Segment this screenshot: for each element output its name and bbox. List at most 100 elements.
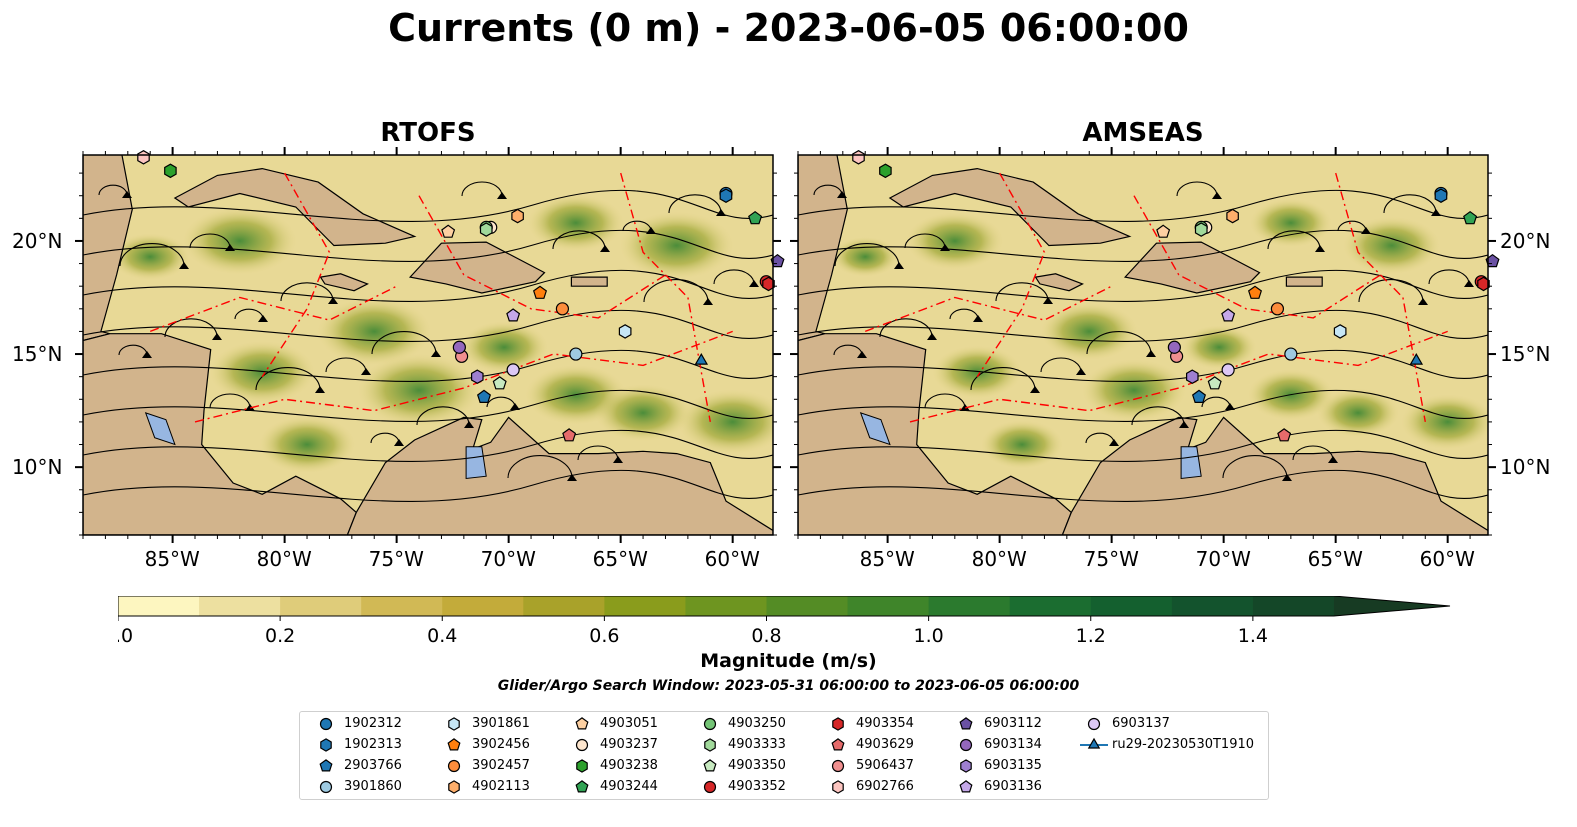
streamline-arrow-20: [857, 351, 867, 358]
colorbar-tick-label: 1.2: [1076, 625, 1106, 647]
flow-line-5: [83, 389, 773, 422]
x-tick-label: 65°W: [1307, 547, 1363, 571]
marker-6902766: [852, 150, 865, 165]
figure-title: Currents (0 m) - 2023-06-05 06:00:00: [388, 6, 1189, 50]
current-core-5: [460, 321, 549, 374]
marker-6903134: [452, 340, 466, 354]
current-core-11: [110, 233, 190, 281]
colorbar-segment-8: [766, 596, 849, 616]
legend-label: 6903134: [984, 737, 1042, 752]
streamline-3: [1086, 331, 1152, 355]
streamline-arrow-18: [1315, 245, 1325, 252]
legend-marker: [703, 780, 717, 794]
colorbar-segment-9: [847, 596, 930, 616]
streamline-7: [834, 243, 900, 267]
streamline-5: [1292, 445, 1334, 461]
streamline-arrow-15: [315, 386, 325, 393]
legend-marker: [447, 738, 461, 751]
legend-symbol: [959, 738, 973, 752]
streamline-arrow-4: [510, 403, 520, 410]
legend-symbol: [575, 780, 589, 793]
colorbar-label: Magnitude (m/s): [700, 650, 877, 672]
legend-label: 4903051: [600, 716, 658, 731]
streamline-6: [668, 194, 722, 214]
current-core-0: [906, 212, 1004, 270]
eez-line-1: [194, 330, 733, 423]
legend-marker: [575, 780, 589, 793]
legend-marker: [959, 717, 973, 730]
platform-legend: 1902312 1902313 2903766 3901860 3901861 39024…: [299, 711, 1269, 800]
colorbar-tick-label: 0.2: [265, 625, 295, 647]
legend-symbol: [1087, 737, 1101, 749]
marker-4903238: [164, 163, 177, 179]
streamline-3: [371, 331, 437, 355]
x-tick-label: 65°W: [592, 547, 648, 571]
marker-6902766: [137, 150, 150, 165]
marker-3901860: [569, 347, 583, 361]
streamline-6: [1383, 194, 1437, 214]
legend-label: 1902313: [344, 737, 402, 752]
legend-marker: [575, 717, 589, 730]
flow-line-6: [798, 429, 1488, 462]
marker-1902313: [1434, 188, 1448, 203]
marker-4903350: [1207, 376, 1222, 390]
legend-label: 6903136: [984, 779, 1042, 794]
current-core-10: [527, 194, 625, 252]
colorbar-tick-label: 0.8: [751, 625, 781, 647]
streamline-10: [416, 406, 470, 426]
legend-symbol: [319, 717, 333, 731]
legend-symbol: [832, 780, 844, 794]
colorbar-segment-11: [1009, 596, 1092, 616]
current-core-7: [1316, 388, 1400, 438]
eez-line-3: [976, 172, 1046, 378]
streamline-arrow-16: [1109, 439, 1119, 446]
flow-line-5: [798, 389, 1488, 422]
streamline-16: [1085, 432, 1115, 444]
legend-label: 4903250: [728, 716, 786, 731]
legend-symbol: [703, 780, 717, 794]
legend-label: 3901861: [472, 716, 530, 731]
x-tick-label: 85°W: [859, 547, 915, 571]
streamline-14: [164, 318, 218, 338]
streamline-11: [507, 455, 573, 479]
marker-3902456: [532, 285, 548, 299]
legend-symbol: [319, 759, 333, 772]
legend-label: 6903135: [984, 758, 1042, 773]
legend-label: 4903352: [728, 779, 786, 794]
lake-0: [465, 446, 487, 480]
marker-4903354: [762, 276, 775, 292]
streamline-5: [577, 445, 619, 461]
streamline-arrow-17: [1212, 192, 1222, 199]
streamline-0: [813, 184, 843, 196]
lake-0: [1180, 446, 1202, 480]
streamline-12: [1337, 220, 1367, 232]
colorbar-tick-label: 1.4: [1238, 625, 1268, 647]
legend-symbol: [447, 759, 461, 773]
marker-3901861: [618, 324, 632, 339]
marker-ru29-20230530T1910: [1409, 352, 1424, 365]
y-tick-label-left: 20°N: [12, 228, 63, 253]
current-core-2: [980, 420, 1064, 469]
streamline-20: [118, 344, 148, 356]
colorbar-segment-5: [523, 596, 605, 616]
current-core-7: [594, 384, 692, 442]
legend-marker: [703, 717, 717, 731]
streamline-arrow-2: [1043, 297, 1053, 304]
x-tick-label: 75°W: [368, 547, 424, 571]
legend-marker: [447, 759, 461, 773]
tick-marks: [790, 147, 1496, 543]
colorbar-segment-4: [442, 596, 524, 616]
map-panel-rtofs: [75, 147, 785, 543]
current-core-11: [831, 236, 899, 277]
land-jamaica: [319, 273, 369, 292]
streamline-arrow-21: [960, 404, 970, 411]
colorbar-segment-3: [361, 596, 443, 616]
marker-4903333: [479, 222, 493, 237]
legend-marker: [319, 759, 333, 772]
legend-label: 4902113: [472, 779, 530, 794]
legend-label: 2903766: [344, 758, 402, 773]
legend-symbol: [576, 759, 588, 773]
land-puertorico: [1285, 276, 1323, 287]
platform-markers: [137, 150, 785, 442]
streamline-arrow-0: [122, 191, 132, 198]
